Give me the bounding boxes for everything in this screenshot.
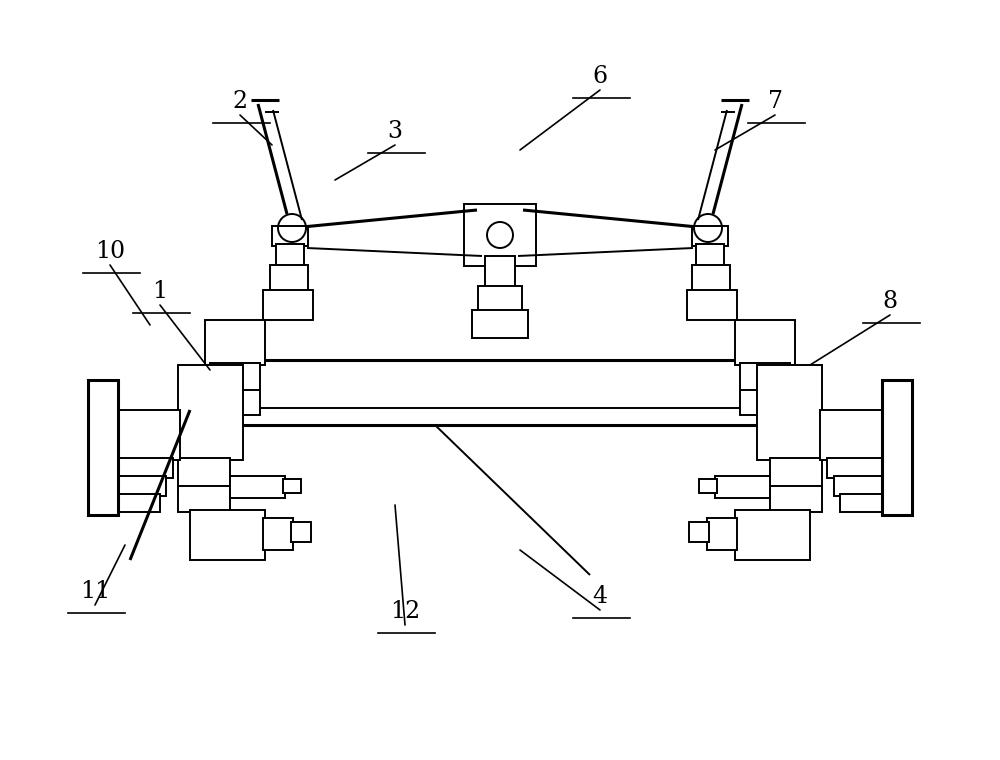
Bar: [230, 476, 285, 498]
Text: 3: 3: [388, 120, 402, 143]
Bar: [827, 458, 882, 478]
Bar: [735, 320, 795, 365]
Bar: [882, 380, 912, 515]
Bar: [707, 518, 737, 550]
Bar: [687, 290, 737, 320]
Bar: [740, 390, 795, 415]
Bar: [291, 522, 311, 542]
Bar: [270, 265, 308, 292]
Bar: [178, 365, 243, 460]
Bar: [692, 226, 728, 246]
Bar: [210, 363, 260, 392]
Text: 2: 2: [232, 90, 248, 113]
Text: 1: 1: [152, 280, 168, 303]
Bar: [118, 410, 180, 460]
Bar: [205, 320, 265, 365]
Bar: [118, 458, 173, 478]
Bar: [118, 476, 166, 496]
Text: 12: 12: [390, 600, 420, 623]
Text: 7: 7: [768, 90, 782, 113]
Text: 6: 6: [592, 65, 608, 88]
Bar: [178, 458, 230, 488]
Text: 8: 8: [882, 290, 898, 313]
Bar: [715, 476, 770, 498]
Text: 11: 11: [80, 580, 110, 603]
Bar: [834, 476, 882, 496]
Bar: [840, 494, 882, 512]
Bar: [472, 212, 528, 258]
Bar: [464, 204, 536, 266]
Bar: [699, 479, 717, 493]
Bar: [757, 365, 822, 460]
Bar: [696, 244, 724, 267]
Bar: [276, 244, 304, 267]
Bar: [478, 286, 522, 312]
Bar: [205, 390, 260, 415]
Bar: [472, 310, 528, 338]
Bar: [263, 518, 293, 550]
Bar: [283, 479, 301, 493]
Bar: [220, 360, 780, 425]
Bar: [692, 265, 730, 292]
Bar: [178, 486, 230, 512]
Bar: [272, 226, 308, 246]
Bar: [770, 458, 822, 488]
Bar: [118, 494, 160, 512]
Bar: [88, 380, 118, 515]
Bar: [263, 290, 313, 320]
Bar: [740, 363, 790, 392]
Bar: [735, 510, 810, 560]
Bar: [820, 410, 882, 460]
Bar: [689, 522, 709, 542]
Text: 4: 4: [592, 585, 608, 608]
Bar: [485, 256, 515, 288]
Text: 10: 10: [95, 240, 125, 263]
Bar: [770, 486, 822, 512]
Bar: [190, 510, 265, 560]
